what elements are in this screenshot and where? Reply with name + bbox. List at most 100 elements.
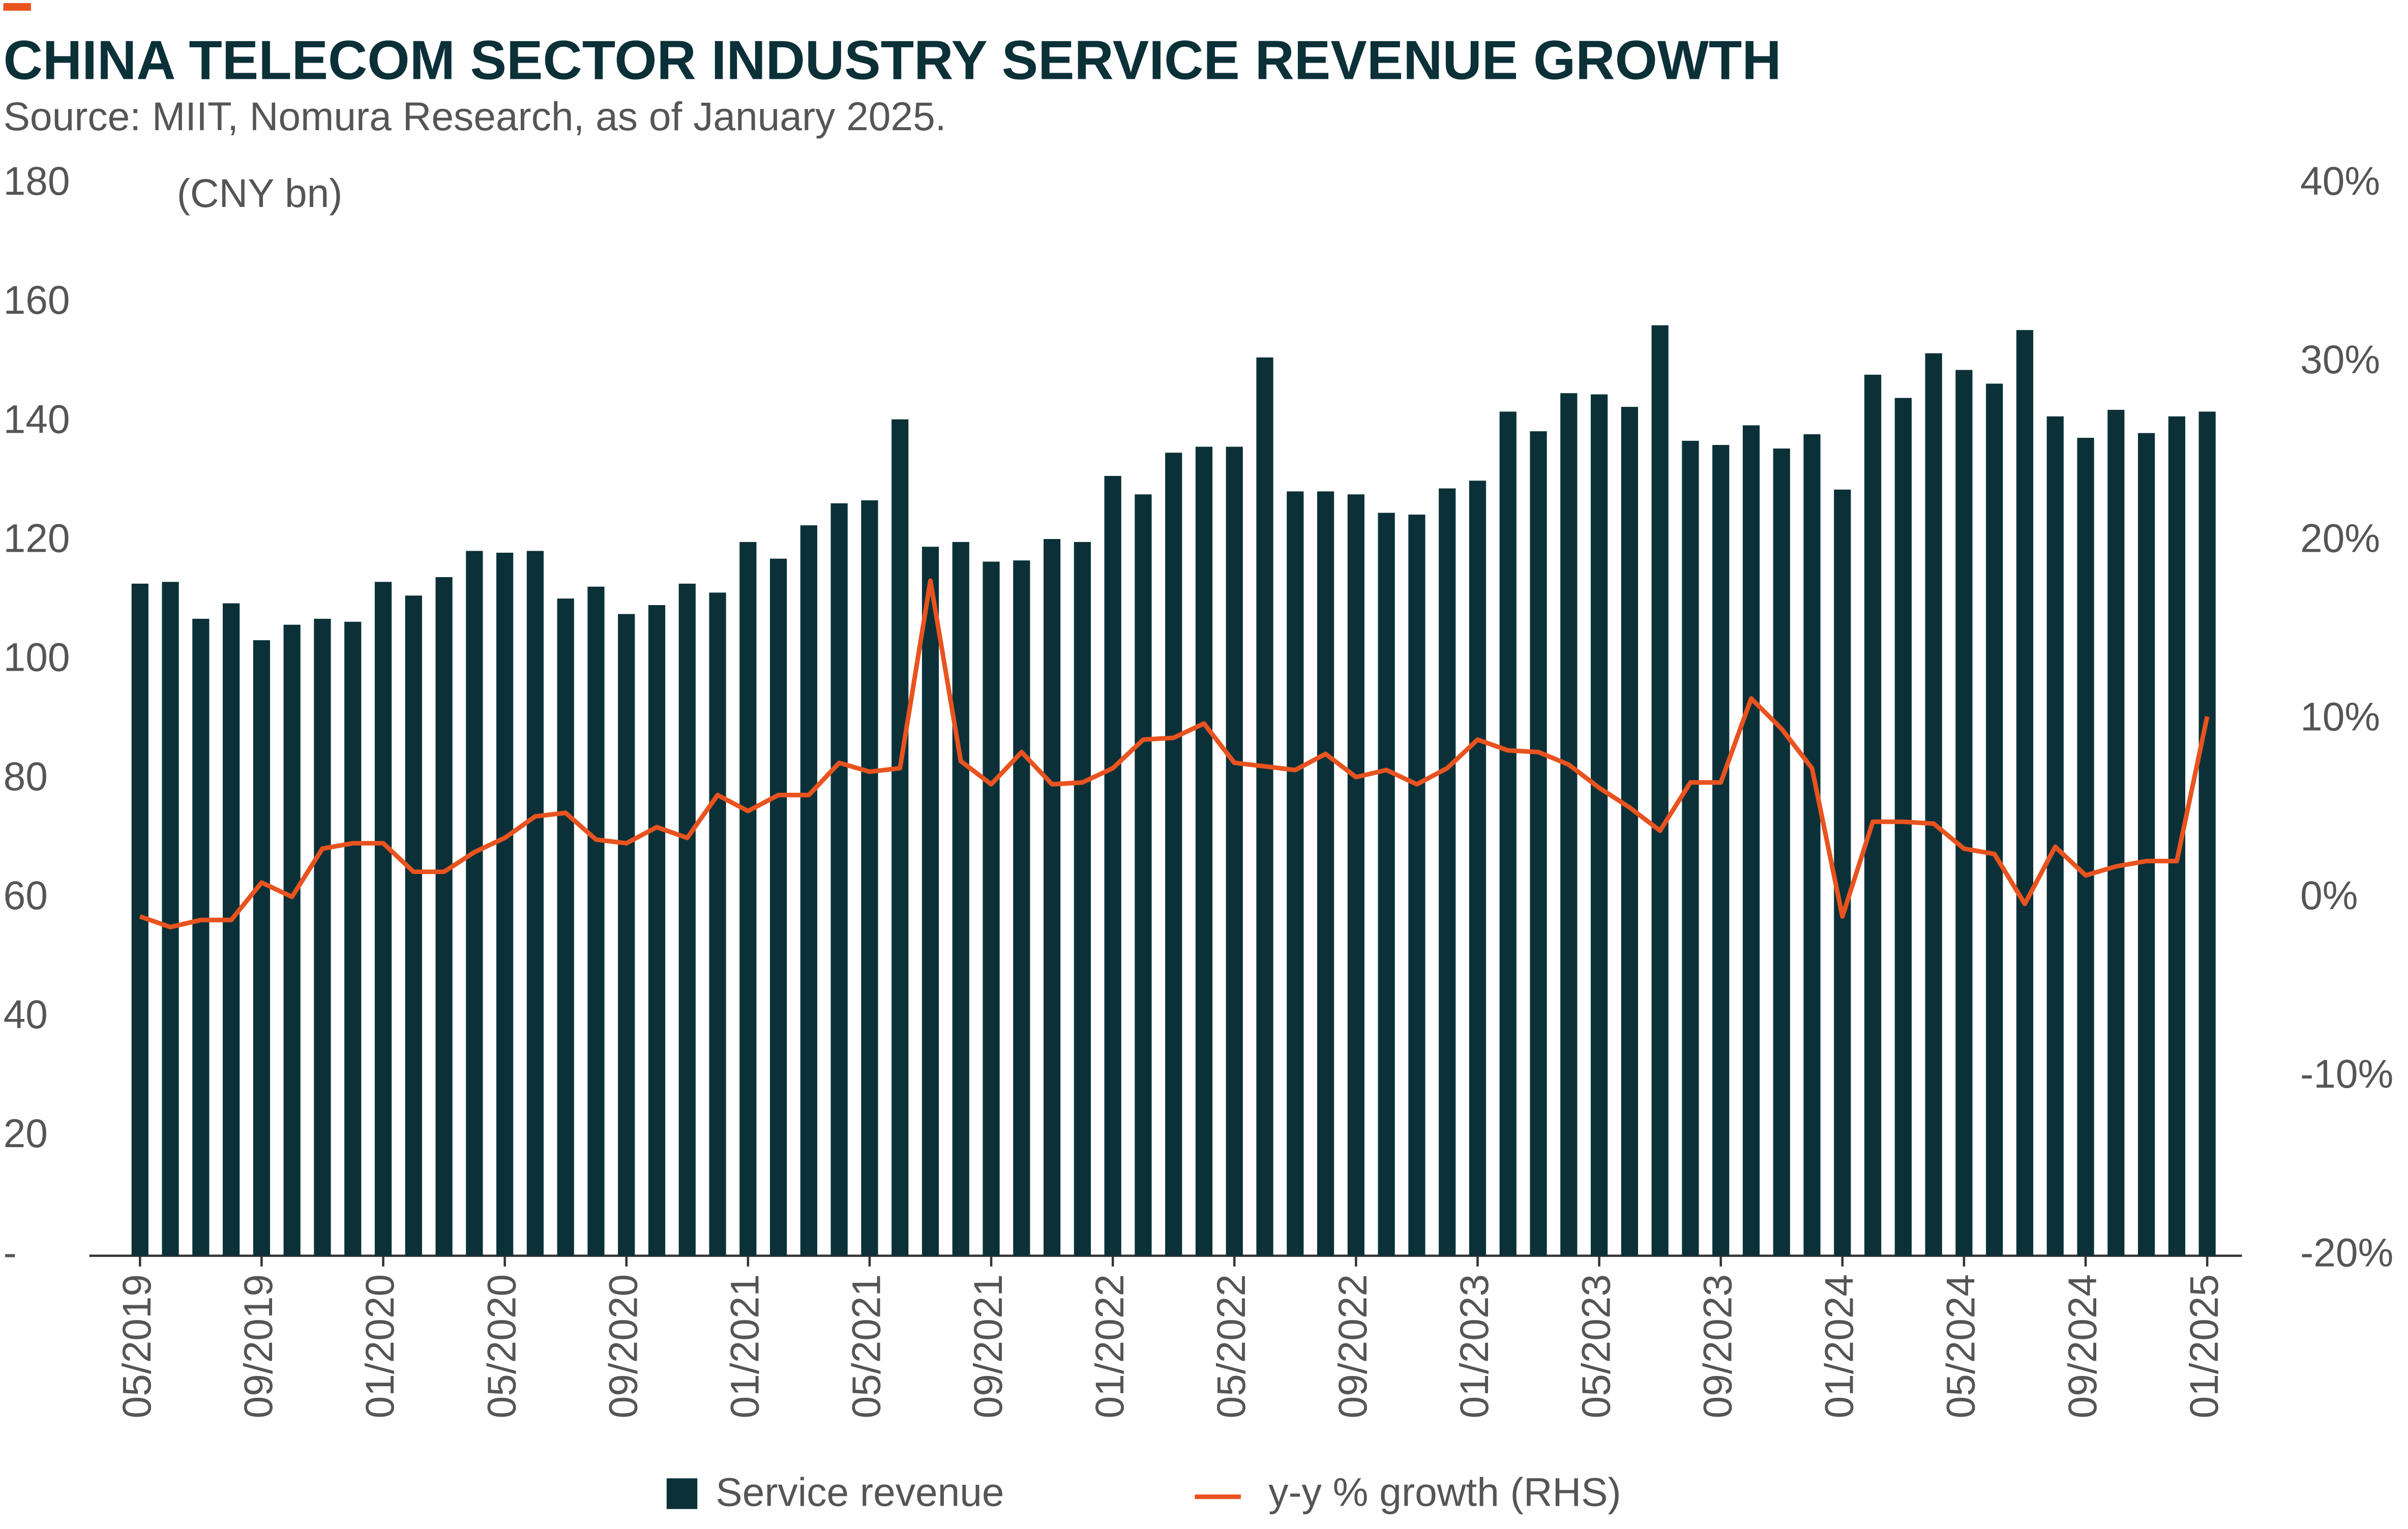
bar bbox=[466, 551, 483, 1256]
bar bbox=[1742, 425, 1760, 1256]
x-tick-label: 05/2020 bbox=[479, 1274, 524, 1419]
x-tick-label: 09/2024 bbox=[2060, 1274, 2105, 1419]
x-tick-label: 01/2020 bbox=[358, 1274, 402, 1419]
bar bbox=[2016, 330, 2034, 1256]
y2-tick-label: 0% bbox=[2300, 873, 2358, 918]
legend-swatch bbox=[666, 1478, 698, 1509]
bar bbox=[770, 558, 787, 1256]
bar bbox=[1378, 513, 1395, 1256]
y-tick-label: 40 bbox=[4, 992, 48, 1037]
bar bbox=[223, 603, 240, 1256]
bar bbox=[678, 583, 696, 1256]
bar bbox=[253, 640, 270, 1256]
bar bbox=[1682, 440, 1699, 1256]
bar bbox=[435, 577, 453, 1256]
bar bbox=[1864, 374, 1882, 1256]
bar bbox=[2138, 433, 2155, 1256]
bar bbox=[1104, 475, 1121, 1256]
bar bbox=[283, 624, 301, 1256]
x-tick-label: 01/2023 bbox=[1452, 1274, 1497, 1419]
bar bbox=[1621, 407, 1638, 1256]
accent-mark bbox=[3, 3, 31, 11]
chart-subtitle: Source: MIIT, Nomura Research, as of Jan… bbox=[4, 94, 946, 139]
y-tick-label: 120 bbox=[4, 516, 70, 560]
x-tick-label: 09/2023 bbox=[1695, 1274, 1740, 1419]
y-tick-label: 20 bbox=[4, 1111, 48, 1156]
y2-tick-label: -20% bbox=[2300, 1230, 2393, 1275]
bar bbox=[1530, 431, 1547, 1256]
bar bbox=[618, 614, 635, 1256]
bar bbox=[1591, 394, 1608, 1256]
bar bbox=[1195, 446, 1213, 1256]
chart-title: CHINA TELECOM SECTOR INDUSTRY SERVICE RE… bbox=[4, 30, 1781, 92]
x-tick-label: 01/2022 bbox=[1087, 1274, 1132, 1419]
bar bbox=[709, 592, 726, 1256]
bar bbox=[1834, 489, 1851, 1256]
bar bbox=[800, 525, 817, 1256]
bar bbox=[1135, 494, 1152, 1256]
y2-tick-label: -10% bbox=[2300, 1052, 2393, 1096]
x-tick-label: 09/2020 bbox=[601, 1274, 645, 1419]
bar bbox=[1287, 491, 1304, 1256]
y-tick-label: 160 bbox=[4, 278, 70, 322]
bar bbox=[1651, 325, 1669, 1256]
bar bbox=[2107, 409, 2125, 1256]
bar bbox=[374, 582, 392, 1256]
bar bbox=[1317, 491, 1334, 1256]
y2-tick-label: 30% bbox=[2300, 337, 2380, 382]
growth-line bbox=[139, 578, 2210, 930]
bar bbox=[1074, 542, 1091, 1256]
x-tick-label: 01/2025 bbox=[2182, 1274, 2226, 1419]
bar bbox=[557, 598, 574, 1256]
bar bbox=[830, 503, 848, 1256]
x-tick-label: 05/2023 bbox=[1573, 1274, 1618, 1419]
bar bbox=[1408, 515, 1425, 1256]
legend-label: y-y % growth (RHS) bbox=[1268, 1470, 1621, 1514]
bar bbox=[739, 542, 757, 1256]
bar bbox=[1986, 383, 2003, 1256]
bar bbox=[1013, 560, 1030, 1256]
y-unit-label: (CNY bn) bbox=[177, 171, 343, 216]
bar bbox=[891, 419, 909, 1256]
bar bbox=[162, 582, 179, 1256]
bar bbox=[2077, 438, 2094, 1256]
bar bbox=[1165, 453, 1182, 1256]
y-tick-label: 100 bbox=[4, 635, 70, 680]
bar bbox=[2198, 411, 2216, 1256]
y-tick-label: 180 bbox=[4, 159, 70, 203]
x-tick-label: 09/2019 bbox=[236, 1274, 281, 1419]
bar bbox=[1560, 393, 1578, 1256]
y-tick-label: - bbox=[4, 1230, 17, 1275]
bar bbox=[192, 618, 210, 1256]
bar bbox=[861, 500, 878, 1256]
x-tick-label: 05/2022 bbox=[1209, 1274, 1254, 1419]
bar bbox=[2046, 416, 2064, 1256]
bar bbox=[1773, 448, 1790, 1256]
bar bbox=[405, 595, 422, 1256]
bar bbox=[1044, 539, 1061, 1256]
y2-tick-label: 20% bbox=[2300, 516, 2380, 560]
bar bbox=[526, 551, 544, 1256]
bar bbox=[1439, 488, 1456, 1256]
bar bbox=[1925, 353, 1942, 1256]
x-tick-label: 05/2019 bbox=[114, 1274, 159, 1419]
bar bbox=[1226, 446, 1243, 1256]
bar bbox=[648, 605, 666, 1256]
bar bbox=[1712, 445, 1730, 1256]
bar bbox=[587, 586, 605, 1256]
x-tick-label: 05/2021 bbox=[844, 1274, 889, 1419]
y-tick-label: 60 bbox=[4, 873, 48, 918]
x-tick-label: 01/2021 bbox=[723, 1274, 767, 1419]
bar bbox=[1955, 370, 1973, 1256]
bar bbox=[1894, 398, 1912, 1256]
x-tick-label: 05/2024 bbox=[1939, 1274, 1983, 1419]
bar bbox=[1347, 494, 1364, 1256]
y2-tick-label: 10% bbox=[2300, 695, 2380, 739]
bar bbox=[921, 547, 939, 1256]
y2-tick-label: 40% bbox=[2300, 159, 2380, 203]
bar bbox=[1803, 434, 1821, 1256]
x-tick-label: 09/2021 bbox=[966, 1274, 1010, 1419]
bar bbox=[344, 621, 362, 1256]
bar bbox=[314, 618, 331, 1256]
